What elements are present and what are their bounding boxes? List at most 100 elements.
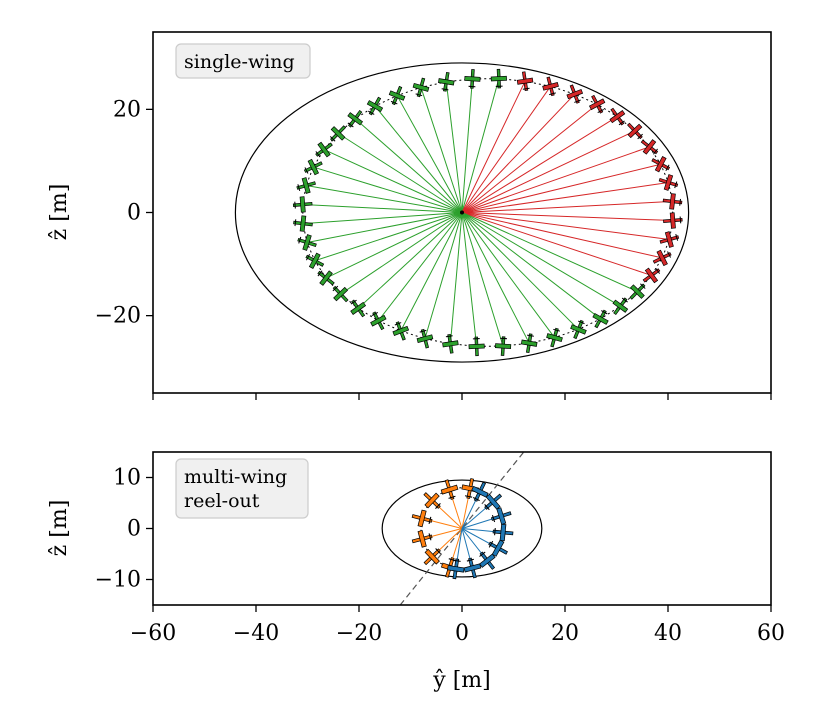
bottom-xtick-label-2: −20 bbox=[336, 621, 382, 646]
bottom-panel: −10 0 10 −60 −40 −20 0 20 40 60 multi-wing reel-o… bbox=[47, 451, 785, 693]
top-kite-14-tail bbox=[315, 151, 321, 158]
top-tether-42 bbox=[461, 212, 530, 344]
top-tether-21 bbox=[461, 78, 473, 213]
bottom-kite-orange-2-tail bbox=[435, 503, 441, 510]
bottom-kite-blue-1 bbox=[463, 557, 482, 579]
top-ticks: −20 0 20 bbox=[95, 97, 772, 400]
top-kite-34 bbox=[659, 231, 680, 248]
top-kite-30-wing bbox=[654, 156, 667, 173]
top-kite-36-wing bbox=[644, 267, 659, 284]
top-tether-36 bbox=[461, 212, 652, 276]
top-kite-40-tail bbox=[577, 320, 585, 325]
top-kite-35 bbox=[652, 249, 672, 267]
top-tether-8 bbox=[314, 212, 463, 262]
top-kite-43-wing bbox=[494, 343, 512, 349]
top-legend-label: single-wing bbox=[184, 51, 295, 73]
top-tether-28 bbox=[461, 130, 636, 213]
bottom-kite-blue-1-wing bbox=[463, 563, 482, 573]
top-kite-7-tail bbox=[317, 270, 323, 277]
top-kite-4-wing bbox=[370, 314, 387, 327]
bottom-xtick-label-3: 0 bbox=[455, 621, 469, 646]
top-tether-22 bbox=[461, 78, 500, 213]
bottom-kite-orange-3-tail bbox=[428, 516, 432, 525]
top-kite-16-tail bbox=[347, 122, 354, 128]
bottom-kite-orange-5-tail bbox=[435, 548, 441, 555]
top-tether-18 bbox=[396, 95, 463, 213]
top-tether-27 bbox=[461, 116, 618, 213]
top-kite-15-wing bbox=[330, 126, 346, 141]
top-kite-3 bbox=[392, 321, 410, 341]
bottom-kite-orange-5-wing bbox=[424, 548, 440, 565]
top-kite-5-wing bbox=[350, 301, 367, 315]
bottom-kite-orange-1 bbox=[440, 479, 459, 500]
top-kite-6-wing bbox=[333, 286, 349, 302]
top-kite-33-tail bbox=[679, 216, 682, 224]
bottom-kite-blue-2-tail bbox=[479, 551, 486, 557]
bottom-kite-blue-1-tail bbox=[466, 558, 474, 562]
top-kite-14 bbox=[315, 141, 333, 158]
top-kite-13-wing bbox=[307, 158, 320, 176]
top-kite-27-wing bbox=[609, 110, 626, 124]
bottom-kite-orange-4-tail bbox=[428, 533, 432, 541]
top-kite-20-tail bbox=[441, 88, 449, 91]
top-kite-22-wing bbox=[490, 75, 507, 82]
bottom-kite-orange-5 bbox=[423, 548, 441, 566]
top-kite-29-tail bbox=[653, 148, 658, 155]
bottom-kite-orange-3 bbox=[411, 509, 433, 528]
top-tether-3 bbox=[400, 212, 463, 332]
top-kite-8 bbox=[305, 252, 325, 269]
top-tether-26 bbox=[461, 103, 598, 213]
top-kite-5-tail bbox=[350, 299, 357, 305]
top-kite-19-tail bbox=[415, 93, 423, 97]
top-kite-25 bbox=[566, 84, 584, 104]
bottom-dashed-line bbox=[399, 452, 525, 605]
top-kite-13 bbox=[303, 158, 323, 176]
bottom-kite-blue-7 bbox=[471, 481, 489, 502]
top-kite-41-tail bbox=[553, 328, 560, 332]
top-kite-16-wing bbox=[347, 112, 364, 126]
bottom-kite-blue-3-tail bbox=[488, 540, 494, 548]
top-kite-34-wing bbox=[664, 231, 674, 248]
top-tether-7 bbox=[325, 212, 463, 279]
top-kite-32-wing bbox=[669, 193, 676, 210]
top-kite-3-wing bbox=[392, 325, 410, 336]
top-kite-2 bbox=[416, 328, 434, 349]
top-tether-15 bbox=[337, 132, 463, 213]
bottom-kite-orange-2-wing bbox=[424, 492, 440, 509]
top-tether-2 bbox=[424, 212, 463, 339]
bottom-kite-blue-4 bbox=[492, 523, 514, 542]
bottom-kite-orange-1-tail bbox=[448, 495, 456, 499]
top-kite-37-wing bbox=[630, 284, 645, 299]
bottom-kite-blue-5-wing bbox=[496, 507, 507, 525]
top-kite-15-tail bbox=[329, 136, 336, 142]
top-kite-18 bbox=[388, 85, 406, 106]
top-tether-29 bbox=[461, 146, 650, 213]
top-outer-ellipse bbox=[234, 62, 690, 363]
top-tether-19 bbox=[420, 87, 463, 213]
bottom-kite-blue-4-wing bbox=[499, 523, 507, 542]
top-kite-23-tail bbox=[522, 87, 530, 90]
bottom-xtick-label-1: −40 bbox=[233, 621, 279, 646]
top-tether-16 bbox=[354, 118, 463, 213]
top-panel: −20 0 20 single-wing ẑ [m] bbox=[47, 31, 772, 400]
top-tether-32 bbox=[461, 200, 673, 213]
top-kite-23 bbox=[516, 71, 534, 91]
top-kite-8-tail bbox=[305, 253, 311, 261]
top-tether-10 bbox=[302, 212, 463, 225]
bottom-kite-orange-4-wing bbox=[417, 530, 427, 548]
top-kite-26-tail bbox=[597, 108, 604, 114]
top-kite-23-wing bbox=[516, 77, 534, 85]
top-ytick-label-0: −20 bbox=[95, 304, 141, 329]
top-kite-19-wing bbox=[412, 82, 430, 92]
top-legend-box bbox=[175, 43, 311, 79]
top-kite-35-tail bbox=[667, 251, 672, 258]
top-kite-25-wing bbox=[566, 89, 584, 100]
top-kite-26 bbox=[588, 94, 606, 114]
top-kite-30 bbox=[651, 156, 671, 173]
top-kite-33 bbox=[663, 212, 683, 229]
top-origin-point bbox=[460, 210, 464, 215]
top-kite-31 bbox=[658, 174, 679, 191]
top-kite-17-wing bbox=[366, 100, 384, 113]
top-kite-39 bbox=[592, 309, 609, 329]
